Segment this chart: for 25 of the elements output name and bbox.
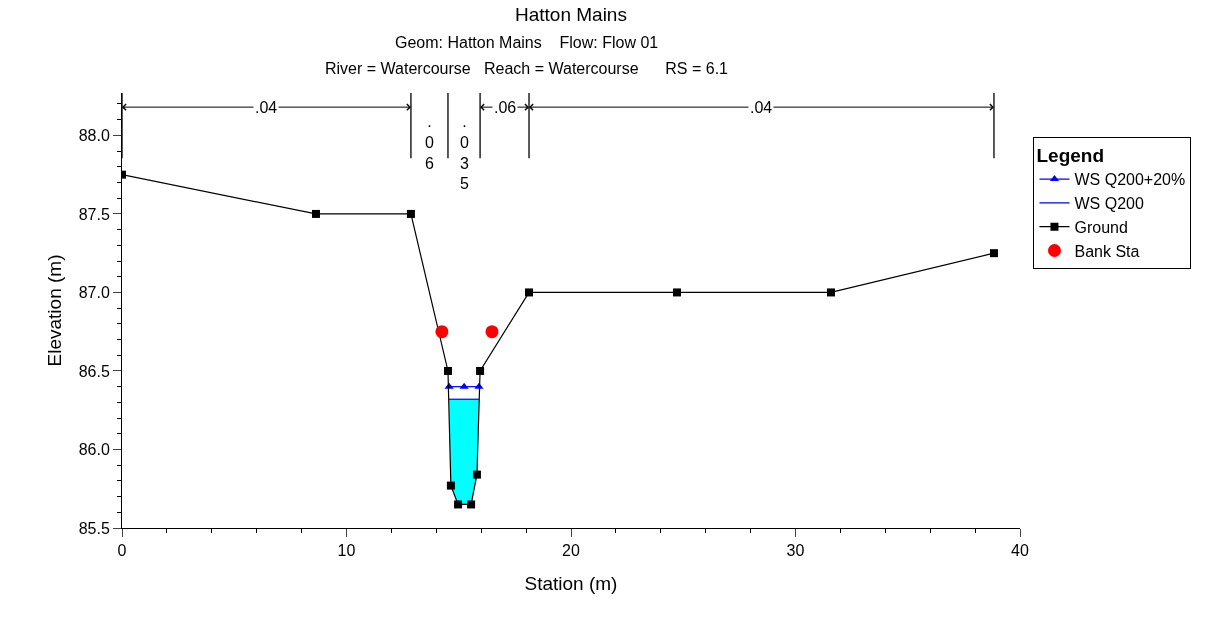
x-tick-label: 0 xyxy=(117,542,127,560)
x-tick-label: 10 xyxy=(337,542,356,560)
x-tick-label: 40 xyxy=(1011,542,1029,560)
annotation: .04 xyxy=(750,99,773,116)
annotation: .035 xyxy=(460,113,469,193)
chart-subtitle: Geom: Hatton Mains Flow: Flow 01 River = Watercourse Reach = Watercourse RS = 6.1 xyxy=(325,34,729,77)
annotation: .04 xyxy=(255,99,278,116)
y-tick-label: 87.0 xyxy=(78,284,110,302)
annotation: .06 xyxy=(494,99,517,116)
legend-label: Bank Sta xyxy=(1074,242,1140,260)
legend-label: WS Q200 xyxy=(1074,195,1144,213)
legend-label: Ground xyxy=(1074,218,1128,236)
annotation: .06 xyxy=(425,113,434,172)
y-axis-title: Elevation (m) xyxy=(43,254,65,367)
y-tick-label: 88.0 xyxy=(78,127,110,144)
x-tick-label: 30 xyxy=(786,542,805,560)
y-tick-label: 85.5 xyxy=(78,519,110,537)
x-axis-title: Station (m) xyxy=(524,573,618,594)
legend-title: Legend xyxy=(1036,145,1105,167)
chart-title: Hatton Mains xyxy=(515,4,627,25)
y-tick-label: 87.5 xyxy=(78,205,110,223)
y-tick-label: 86.0 xyxy=(78,441,110,459)
legend-label: WS Q200+20% xyxy=(1074,171,1186,189)
y-tick-label: 86.5 xyxy=(78,362,110,380)
x-tick-label: 20 xyxy=(562,542,580,560)
